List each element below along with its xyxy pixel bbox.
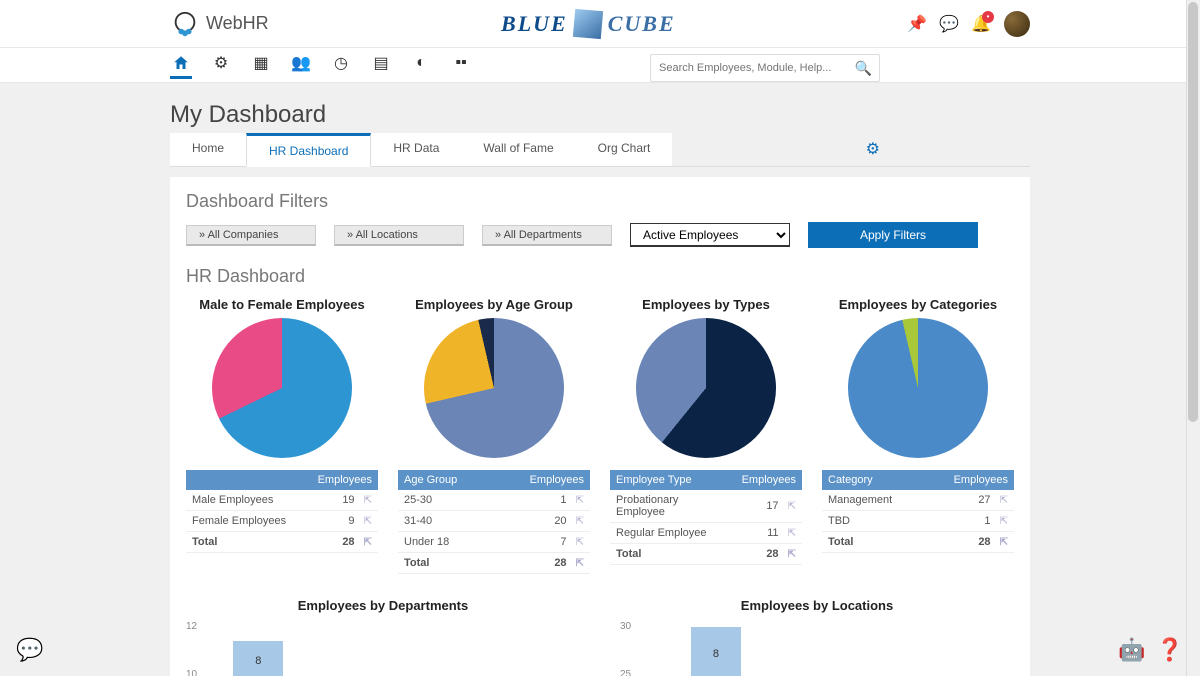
table-row: Probationary Employee17 ⇱ xyxy=(610,490,802,523)
external-link-icon[interactable]: ⇱ xyxy=(576,558,584,569)
chart-title: Employees by Categories xyxy=(839,297,997,312)
chart-card-categories: Employees by Categories CategoryEmployee… xyxy=(822,297,1014,574)
table-row: Female Employees9 ⇱ xyxy=(186,511,378,532)
webhr-logo-icon xyxy=(170,9,200,39)
bar-chart-locations: Employees by Locations 30 25 8 xyxy=(620,598,1014,676)
chart-card-types: Employees by Types Employee TypeEmployee… xyxy=(610,297,802,574)
chart-card-gender: Male to Female Employees Employees Male … xyxy=(186,297,378,574)
search-icon[interactable]: 🔍 xyxy=(855,60,872,77)
pie-chart xyxy=(636,318,776,458)
scrollbar[interactable] xyxy=(1186,0,1200,676)
chart-card-age: Employees by Age Group Age GroupEmployee… xyxy=(398,297,590,574)
external-link-icon[interactable]: ⇱ xyxy=(576,495,584,506)
table-total-row: Total28 ⇱ xyxy=(186,532,378,553)
data-table: Age GroupEmployees 25-301 ⇱31-4020 ⇱Unde… xyxy=(398,470,590,574)
bar: 8 xyxy=(233,641,283,676)
table-row: Male Employees19 ⇱ xyxy=(186,490,378,511)
tabs: Home HR Dashboard HR Data Wall of Fame O… xyxy=(170,133,1030,167)
data-table: CategoryEmployees Management27 ⇱TBD1 ⇱ T… xyxy=(822,470,1014,553)
chat-icon[interactable]: 💬 xyxy=(940,15,958,33)
table-total-row: Total28 ⇱ xyxy=(822,532,1014,553)
external-link-icon[interactable]: ⇱ xyxy=(576,516,584,527)
chart-title: Employees by Types xyxy=(642,297,770,312)
bar: 8 xyxy=(691,627,741,676)
nav-pie-icon[interactable]: ◐ xyxy=(410,57,432,79)
app-name: WebHR xyxy=(206,13,269,34)
tab-org-chart[interactable]: Org Chart xyxy=(576,133,673,166)
external-link-icon[interactable]: ⇱ xyxy=(364,537,372,548)
bar-chart-area: 30 25 8 xyxy=(620,621,1014,676)
external-link-icon[interactable]: ⇱ xyxy=(788,549,796,560)
table-total-row: Total28 ⇱ xyxy=(398,553,590,574)
tab-settings-icon[interactable]: ⚙ xyxy=(866,139,880,159)
pin-icon[interactable]: 📌 xyxy=(908,15,926,33)
tab-hr-data[interactable]: HR Data xyxy=(371,133,461,166)
filter-departments[interactable]: » All Departments xyxy=(482,225,612,246)
nav-gear-icon[interactable]: ⚙ xyxy=(210,57,232,79)
nav-bar: ⚙ ▦ 👥 ◷ ▤ ◐ ▪▪ 🔍 xyxy=(0,48,1200,83)
external-link-icon[interactable]: ⇱ xyxy=(576,537,584,548)
nav-home-icon[interactable] xyxy=(170,57,192,79)
nav-apps-icon[interactable]: ▪▪ xyxy=(450,57,472,79)
nav-calendar-icon[interactable]: ▦ xyxy=(250,57,272,79)
notification-badge: • xyxy=(982,11,994,23)
nav-grid-icon[interactable]: ▤ xyxy=(370,57,392,79)
external-link-icon[interactable]: ⇱ xyxy=(1000,516,1008,527)
app-logo[interactable]: WebHR xyxy=(170,9,269,39)
cube-icon xyxy=(573,8,603,38)
bar-chart-area: 12 10 8 xyxy=(186,621,580,676)
bar-chart-title: Employees by Locations xyxy=(620,598,1014,613)
tab-wall-of-fame[interactable]: Wall of Fame xyxy=(461,133,575,166)
filters-title: Dashboard Filters xyxy=(186,191,1014,212)
external-link-icon[interactable]: ⇱ xyxy=(788,501,796,512)
external-link-icon[interactable]: ⇱ xyxy=(364,516,372,527)
page-title: My Dashboard xyxy=(170,101,1030,129)
external-link-icon[interactable]: ⇱ xyxy=(788,528,796,539)
pie-chart xyxy=(848,318,988,458)
help-float-icon[interactable]: ❓ xyxy=(1156,636,1184,664)
table-total-row: Total28 ⇱ xyxy=(610,544,802,565)
filter-locations[interactable]: » All Locations xyxy=(334,225,464,246)
apply-filters-button[interactable]: Apply Filters xyxy=(808,222,978,248)
table-row: 25-301 ⇱ xyxy=(398,490,590,511)
external-link-icon[interactable]: ⇱ xyxy=(1000,495,1008,506)
chat-float-icon[interactable]: 💬 xyxy=(16,636,44,664)
table-row: Under 187 ⇱ xyxy=(398,532,590,553)
external-link-icon[interactable]: ⇱ xyxy=(1000,537,1008,548)
table-row: TBD1 ⇱ xyxy=(822,511,1014,532)
chart-title: Male to Female Employees xyxy=(199,297,364,312)
bot-float-icon[interactable]: 🤖 xyxy=(1118,636,1146,664)
top-header: WebHR BLUE CUBE 📌 💬 🔔• xyxy=(0,0,1200,48)
filter-companies[interactable]: » All Companies xyxy=(186,225,316,246)
dashboard-section-title: HR Dashboard xyxy=(186,266,1014,287)
company-logo: BLUE CUBE xyxy=(501,10,676,38)
data-table: Employees Male Employees19 ⇱Female Emplo… xyxy=(186,470,378,553)
pie-chart xyxy=(212,318,352,458)
table-row: 31-4020 ⇱ xyxy=(398,511,590,532)
pie-chart xyxy=(424,318,564,458)
bell-icon[interactable]: 🔔• xyxy=(972,15,990,33)
avatar[interactable] xyxy=(1004,11,1030,37)
nav-clock-icon[interactable]: ◷ xyxy=(330,57,352,79)
bar-chart-departments: Employees by Departments 12 10 8 xyxy=(186,598,580,676)
tab-hr-dashboard[interactable]: HR Dashboard xyxy=(246,133,371,167)
filter-status-select[interactable]: Active Employees xyxy=(630,223,790,247)
bar-chart-title: Employees by Departments xyxy=(186,598,580,613)
tab-home[interactable]: Home xyxy=(170,133,246,166)
chart-title: Employees by Age Group xyxy=(415,297,573,312)
nav-people-icon[interactable]: 👥 xyxy=(290,57,312,79)
table-row: Management27 ⇱ xyxy=(822,490,1014,511)
data-table: Employee TypeEmployees Probationary Empl… xyxy=(610,470,802,565)
external-link-icon[interactable]: ⇱ xyxy=(364,495,372,506)
table-row: Regular Employee11 ⇱ xyxy=(610,523,802,544)
search-input[interactable] xyxy=(650,54,880,82)
